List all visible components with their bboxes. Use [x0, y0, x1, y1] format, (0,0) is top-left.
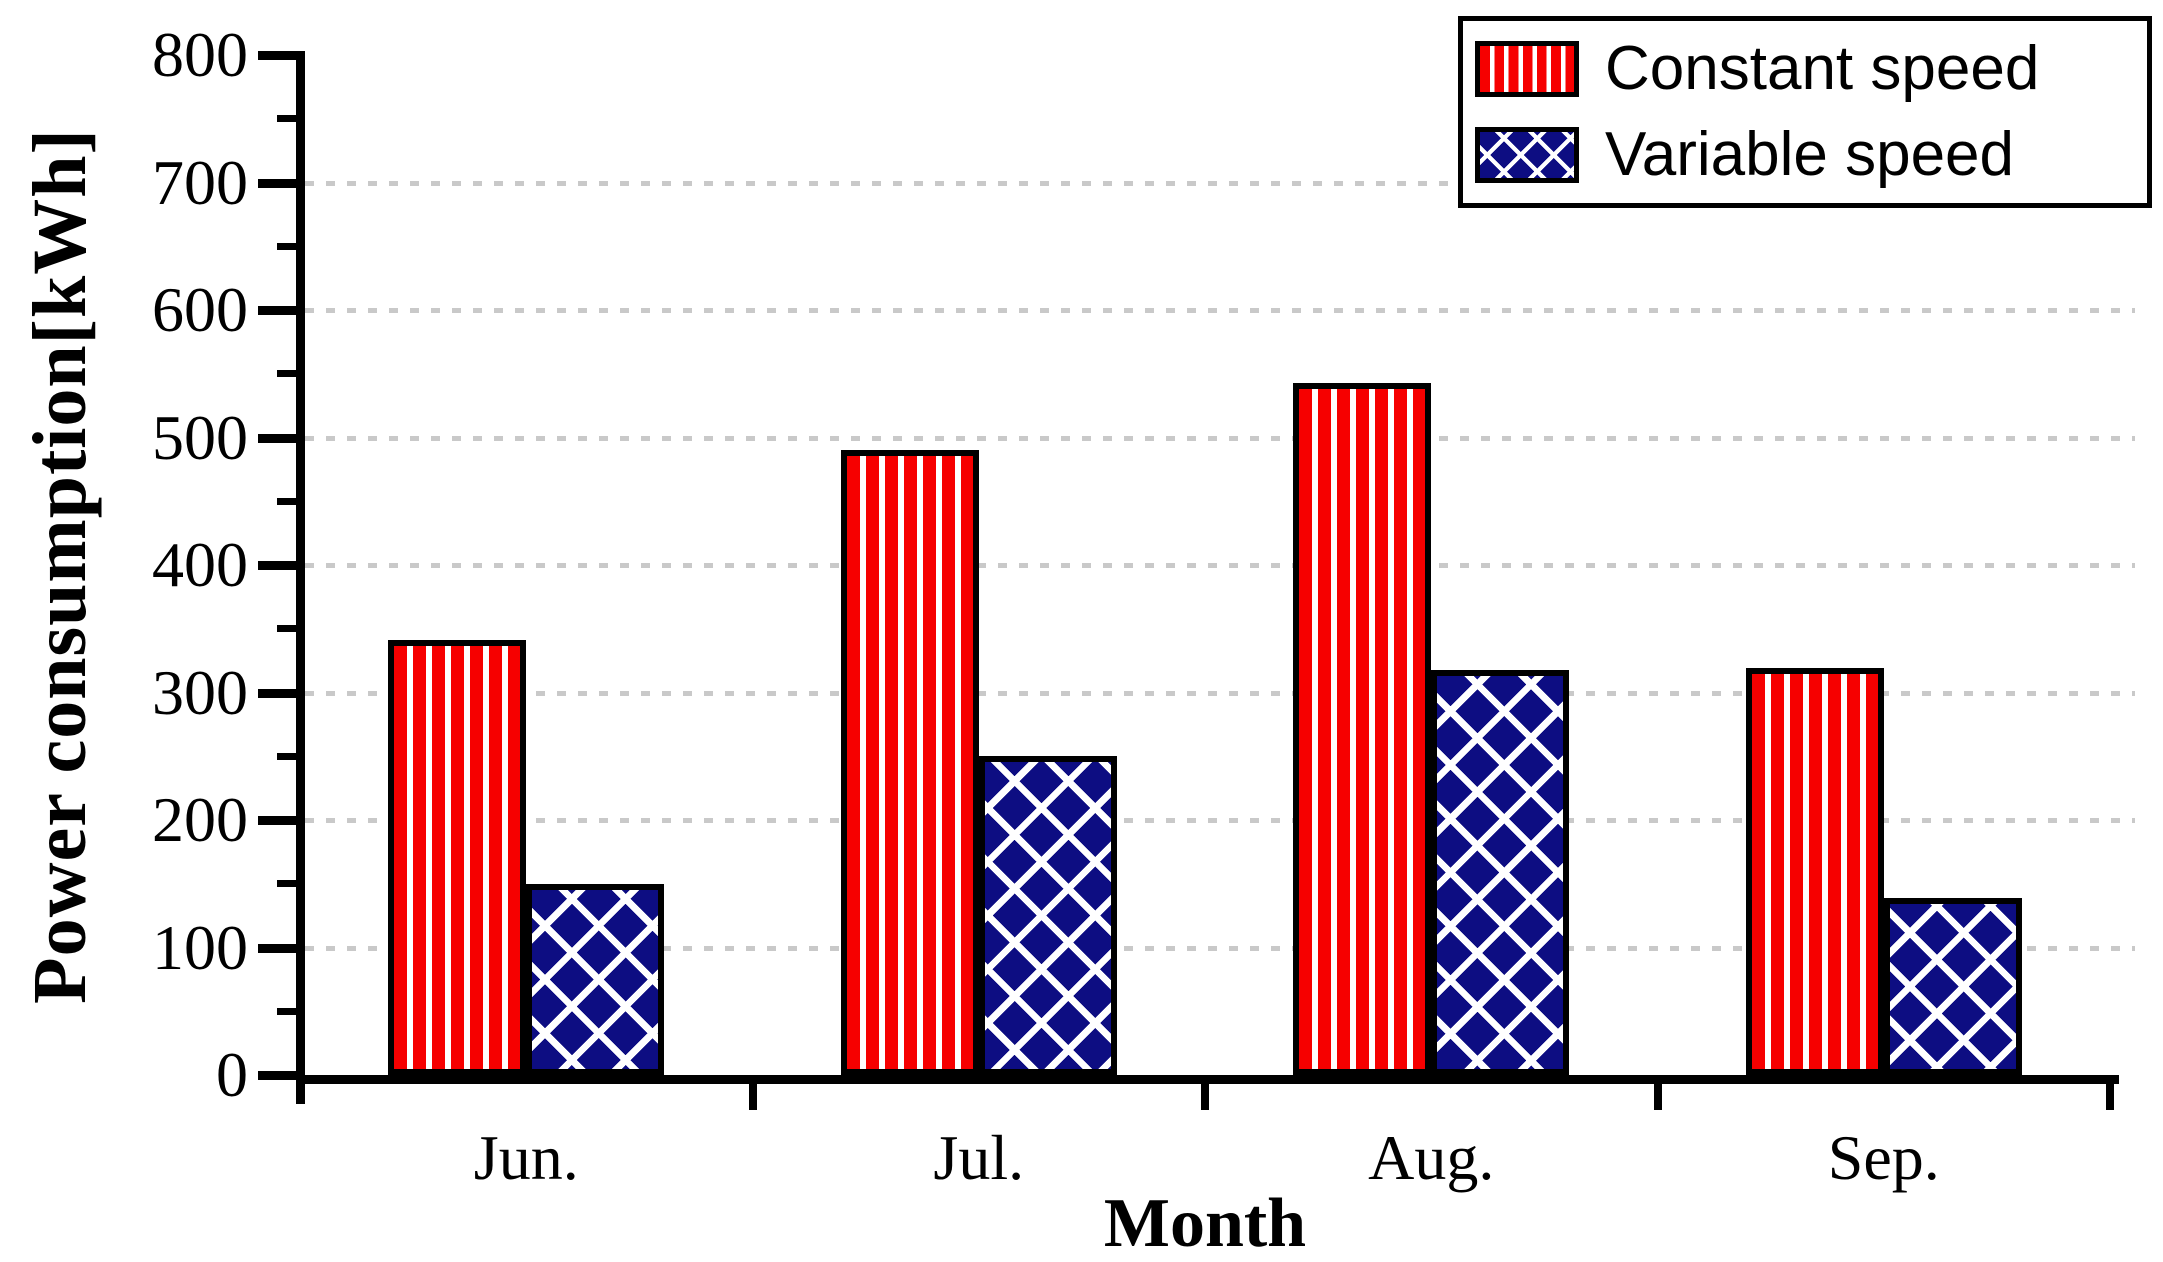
x-category-label-sep: Sep. — [1827, 1122, 1940, 1193]
y-minor-tick-550 — [277, 370, 305, 378]
x-tick-3 — [1653, 1084, 1662, 1110]
y-tick-label-400: 400 — [152, 529, 248, 600]
y-minor-tick-750 — [277, 115, 305, 123]
x-axis-line — [296, 1075, 2119, 1084]
bar-variable-speed-jul — [978, 756, 1117, 1075]
x-category-label-jun: Jun. — [473, 1122, 579, 1193]
y-major-tick-300 — [258, 688, 305, 698]
legend: Constant speed Variable speed — [1458, 16, 2152, 208]
y-major-tick-500 — [258, 433, 305, 443]
y-minor-tick-350 — [277, 625, 305, 633]
y-axis-title: Power consumption[kWh] — [18, 128, 102, 1004]
legend-row-variable-speed: Variable speed — [1475, 117, 2135, 193]
y-minor-tick-250 — [277, 752, 305, 760]
y-minor-tick-50 — [277, 1007, 305, 1015]
bar-constant-speed-jun — [388, 640, 526, 1075]
gridline-100 — [305, 945, 2135, 951]
y-major-tick-0 — [258, 1071, 305, 1080]
x-category-label-aug: Aug. — [1368, 1122, 1495, 1193]
legend-label-constant-speed: Constant speed — [1605, 34, 2040, 103]
x-tick-1 — [748, 1084, 757, 1110]
y-major-tick-200 — [258, 816, 305, 825]
legend-row-constant-speed: Constant speed — [1475, 31, 2135, 107]
gridline-400 — [305, 563, 2135, 568]
y-tick-label-0: 0 — [216, 1039, 248, 1110]
y-major-tick-700 — [258, 178, 305, 188]
y-major-tick-600 — [258, 306, 305, 315]
bar-constant-speed-sep — [1745, 668, 1884, 1075]
constant-speed-swatch-icon — [1475, 41, 1579, 97]
gridline-700 — [305, 180, 2135, 186]
gridline-200 — [305, 818, 2135, 823]
y-major-tick-400 — [258, 561, 305, 570]
y-tick-label-500: 500 — [152, 401, 248, 473]
y-minor-tick-650 — [277, 242, 305, 250]
variable-speed-swatch-icon — [1475, 127, 1579, 183]
y-tick-label-300: 300 — [152, 656, 248, 728]
bar-constant-speed-aug — [1293, 382, 1431, 1075]
x-category-label-jul: Jul. — [933, 1122, 1025, 1193]
gridline-500 — [305, 435, 2135, 441]
x-axis-title: Month — [1103, 1185, 1307, 1262]
y-axis-line — [296, 51, 305, 1104]
y-tick-label-700: 700 — [152, 146, 248, 218]
x-tick-2 — [1201, 1084, 1209, 1110]
y-tick-label-800: 800 — [152, 19, 248, 90]
gridline-600 — [305, 308, 2135, 313]
legend-label-variable-speed: Variable speed — [1605, 120, 2015, 189]
y-minor-tick-150 — [277, 880, 305, 888]
y-minor-tick-450 — [277, 497, 305, 505]
y-tick-label-600: 600 — [152, 274, 248, 345]
bar-variable-speed-sep — [1883, 897, 2022, 1075]
x-tick-4 — [2106, 1084, 2114, 1110]
bar-variable-speed-jun — [526, 883, 664, 1075]
y-tick-label-200: 200 — [152, 784, 248, 855]
y-major-tick-800 — [258, 51, 305, 60]
y-tick-label-100: 100 — [152, 911, 248, 983]
gridline-300 — [305, 690, 2135, 696]
y-major-tick-100 — [258, 943, 305, 953]
bar-constant-speed-jul — [840, 450, 979, 1075]
bar-variable-speed-aug — [1431, 669, 1569, 1075]
